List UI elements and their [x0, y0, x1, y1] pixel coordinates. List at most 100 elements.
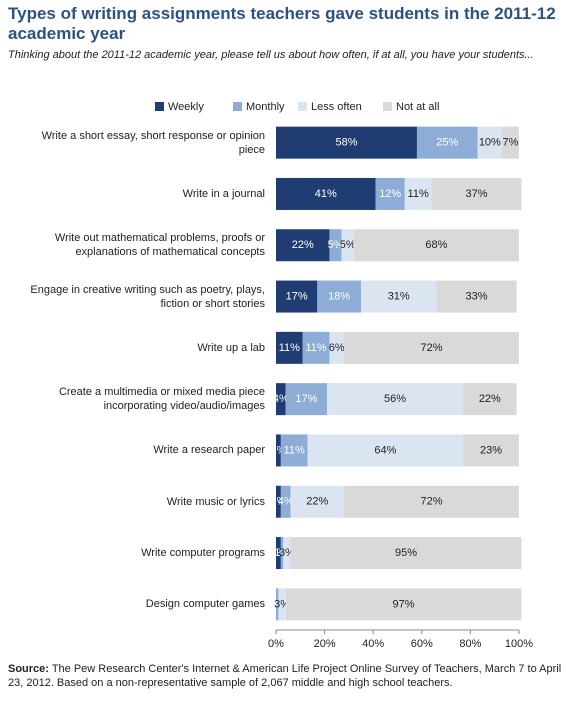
legend-label: Monthly — [246, 101, 285, 113]
value-label: 7% — [503, 137, 519, 149]
value-label: 56% — [384, 393, 406, 405]
value-label: 11% — [408, 188, 429, 200]
bar-segment — [329, 229, 342, 262]
category-label: Create a multimedia or mixed media piece… — [58, 386, 265, 413]
bar-segment — [290, 537, 522, 570]
source-note: Source: The Pew Research Center's Intern… — [8, 662, 563, 690]
legend-swatch — [233, 102, 242, 111]
value-label: 33% — [465, 290, 487, 302]
value-label: 23% — [480, 444, 502, 456]
bar-segment — [307, 434, 464, 467]
bar-segment — [353, 229, 519, 262]
bar-segment — [416, 126, 478, 159]
category-label: Write out mathematical problems, proofs … — [54, 232, 265, 259]
x-tick-label: 40% — [362, 638, 384, 650]
value-label: 5% — [340, 239, 356, 251]
chart-subtitle: Thinking about the 2011-12 academic year… — [8, 49, 534, 61]
bar-segment — [341, 229, 354, 262]
category-label: Write computer programs — [141, 547, 265, 560]
bar-segment — [404, 177, 432, 210]
value-label: 10% — [479, 137, 501, 149]
x-tick-label: 60% — [411, 638, 433, 650]
value-label: 97% — [393, 598, 415, 610]
category-label: Engage in creative writing such as poetr… — [30, 283, 265, 310]
x-tick-label: 20% — [314, 638, 336, 650]
value-label: 72% — [421, 496, 443, 508]
value-label: 31% — [388, 290, 410, 302]
x-tick-label: 100% — [505, 638, 533, 650]
value-label: 11% — [305, 342, 326, 354]
category-label: Write a short essay, short response or o… — [41, 129, 265, 156]
bar-segment — [463, 434, 519, 467]
value-label: 22% — [306, 496, 328, 508]
bar-segment — [280, 485, 291, 518]
value-label: 17% — [286, 290, 308, 302]
value-label: 5% — [328, 239, 344, 251]
bar-segment — [463, 383, 517, 416]
value-label: 11% — [279, 342, 300, 354]
bar-segment — [344, 485, 519, 518]
bar-segment — [285, 383, 328, 416]
category-label: Write up a lab — [197, 341, 265, 354]
bar-segment — [276, 126, 417, 159]
bar-segment — [329, 331, 345, 364]
bar-segment — [278, 588, 286, 621]
value-label: 64% — [374, 444, 396, 456]
source-text: The Pew Research Center's Internet & Ame… — [8, 663, 562, 689]
x-tick-label: 0% — [268, 638, 284, 650]
bar-segment — [375, 177, 405, 210]
legend-swatch — [298, 102, 307, 111]
value-label: 72% — [421, 342, 443, 354]
value-label: 22% — [479, 393, 501, 405]
value-label: 58% — [335, 137, 357, 149]
value-label: 12% — [379, 188, 401, 200]
bar-segment — [276, 434, 281, 467]
bar-segment — [302, 331, 330, 364]
bar-segment — [431, 177, 522, 210]
bar-segment — [290, 485, 345, 518]
category-label: Write in a journal — [182, 187, 265, 200]
bar-segment — [276, 280, 318, 313]
value-label: 17% — [295, 393, 317, 405]
bar-segment — [280, 434, 308, 467]
legend-label: Weekly — [168, 101, 204, 113]
legend-swatch — [383, 102, 392, 111]
chart-title: Types of writing assignments teachers ga… — [8, 4, 556, 43]
bar-segment — [276, 588, 279, 621]
bar-segment — [276, 485, 281, 518]
bar-segment — [276, 383, 286, 416]
bar-segment — [317, 280, 362, 313]
legend-label: Less often — [311, 101, 362, 113]
category-label: Write music or lyrics — [166, 495, 265, 508]
bar-segment — [477, 126, 502, 159]
value-label: 6% — [329, 342, 345, 354]
value-label: 95% — [395, 547, 417, 559]
value-label: 25% — [436, 137, 458, 149]
value-label: 4% — [278, 496, 294, 508]
legend-swatch — [155, 102, 164, 111]
bar-segment — [436, 280, 517, 313]
bar-segment — [501, 126, 519, 159]
value-label: 11% — [284, 444, 305, 456]
bar-segment — [276, 331, 303, 364]
value-label: 37% — [465, 188, 487, 200]
value-label: 4% — [273, 393, 289, 405]
bar-segment — [327, 383, 464, 416]
value-label: 18% — [328, 290, 350, 302]
legend-label: Not at all — [396, 101, 439, 113]
bar-segment — [276, 229, 330, 262]
value-label: 22% — [292, 239, 314, 251]
value-label: 68% — [425, 239, 447, 251]
source-label: Source: — [8, 663, 49, 675]
bar-segment — [344, 331, 519, 364]
category-label: Design computer games — [145, 598, 265, 611]
value-label: 41% — [315, 188, 337, 200]
bar-segment — [285, 588, 522, 621]
category-label: Write a research paper — [153, 444, 265, 457]
bar-segment — [276, 537, 281, 570]
bar-segment — [276, 177, 376, 210]
bar-segment — [280, 537, 284, 570]
bar-segment — [283, 537, 291, 570]
